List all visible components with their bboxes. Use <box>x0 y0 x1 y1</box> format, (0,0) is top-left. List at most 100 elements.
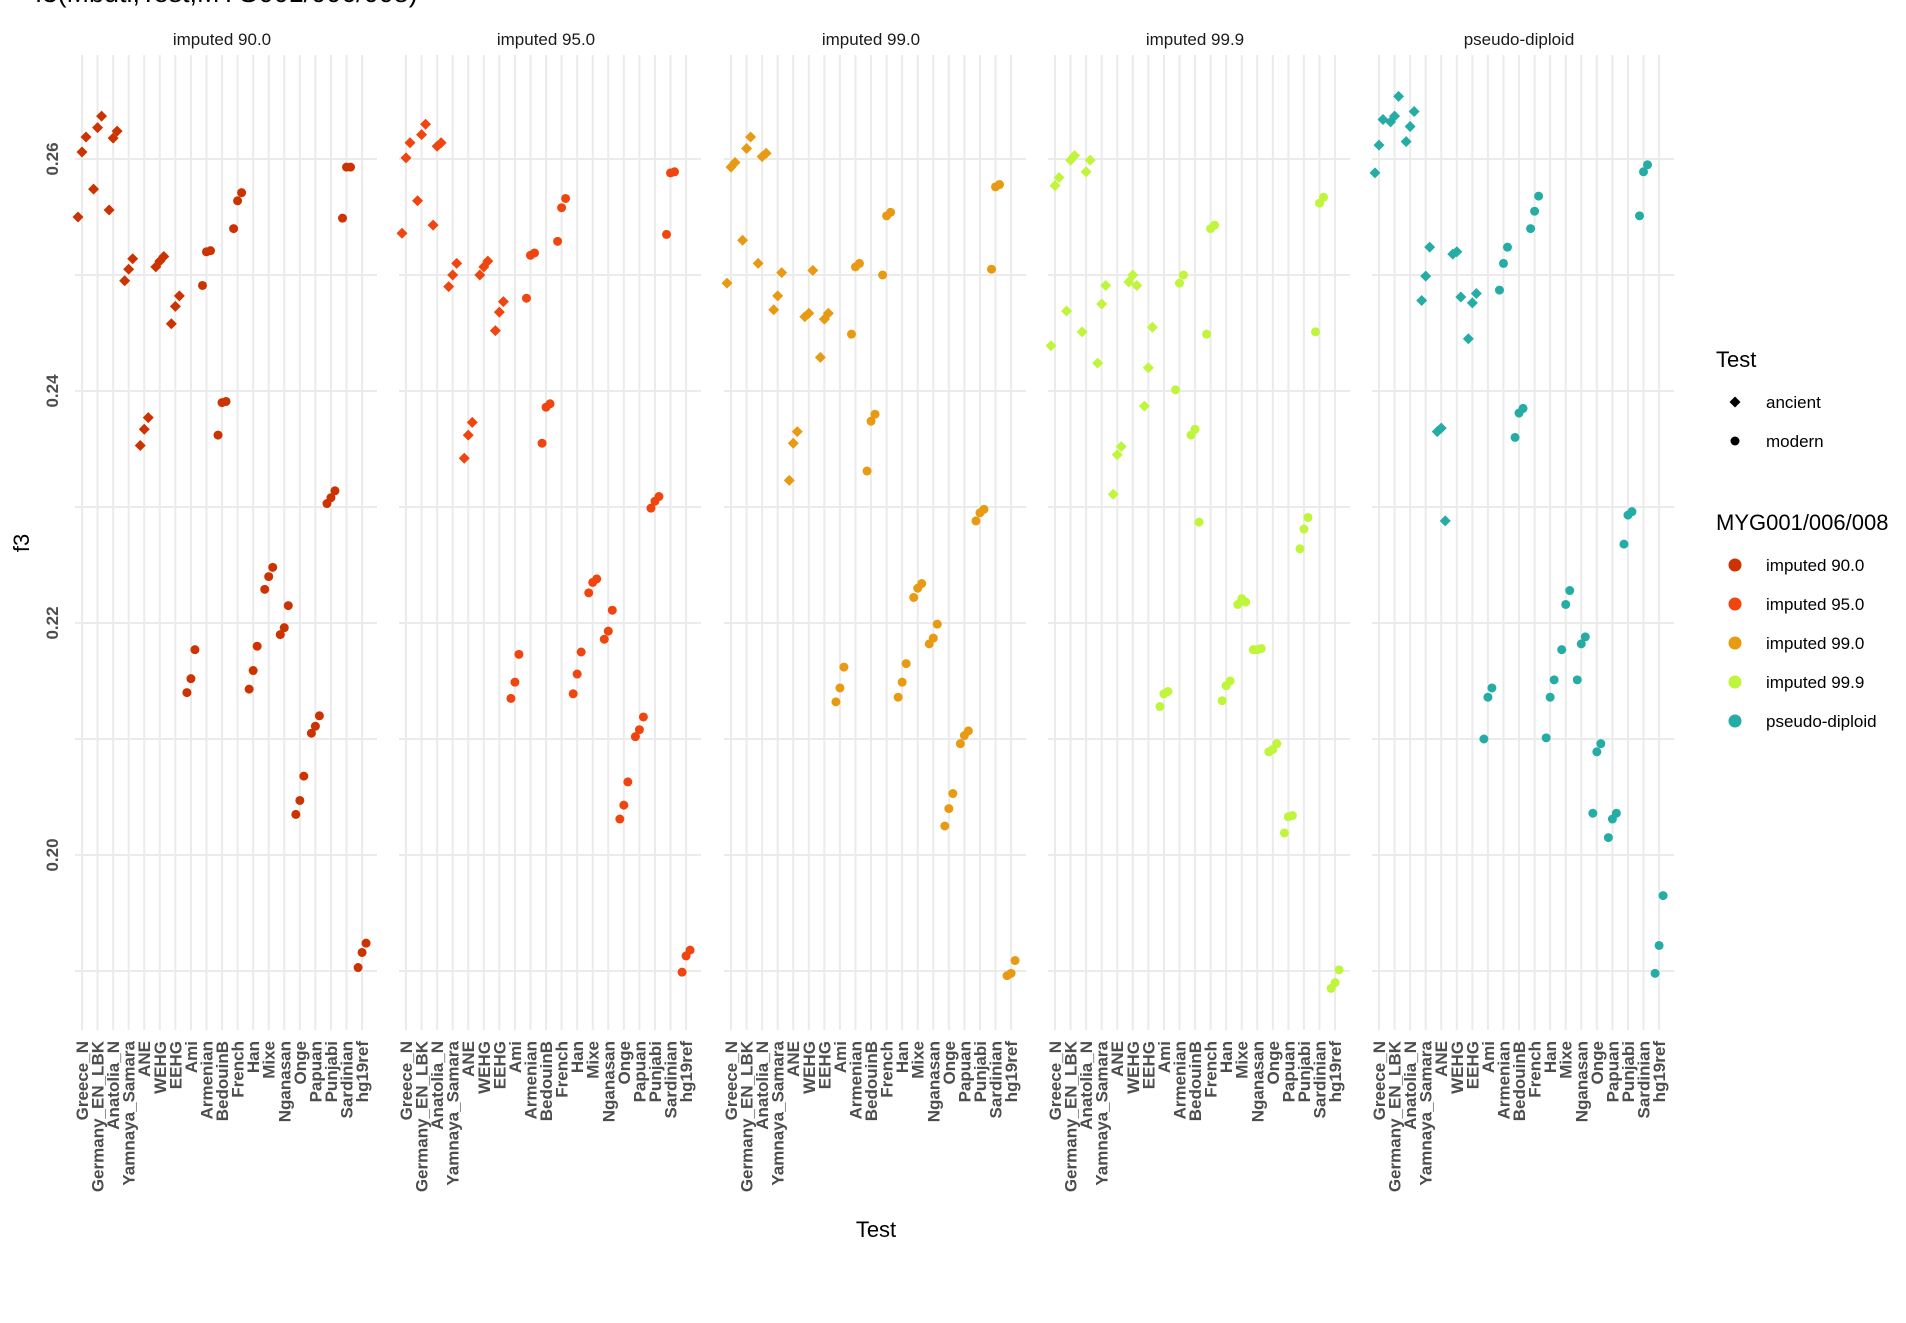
y-tick-label: 0.20 <box>43 838 62 871</box>
x-tick-label: hg19ref <box>1326 1041 1345 1103</box>
data-point-modern <box>685 945 695 955</box>
data-point-modern <box>623 777 633 787</box>
x-tick-label: Anatolia_N <box>104 1041 123 1130</box>
data-point-modern <box>1272 739 1282 749</box>
data-point-modern <box>529 248 539 258</box>
data-point-modern <box>654 492 664 502</box>
data-point-modern <box>268 562 278 572</box>
data-point-ancient <box>752 257 764 269</box>
x-tick-label: BedouinB <box>1186 1041 1205 1121</box>
data-point-modern <box>237 188 247 198</box>
data-point-modern <box>1174 278 1184 288</box>
data-point-modern <box>205 246 215 256</box>
data-point-modern <box>831 697 841 707</box>
data-point-modern <box>932 619 942 629</box>
x-tick-label: BedouinB <box>213 1041 232 1121</box>
data-point-modern <box>275 630 285 640</box>
data-point-ancient <box>447 269 459 281</box>
data-point-modern <box>870 409 880 419</box>
x-tick-label: Greece_N <box>397 1041 416 1120</box>
data-point-ancient <box>451 257 463 269</box>
data-point-modern <box>987 264 997 274</box>
x-tick-label: Germany_EN_LBK <box>1386 1040 1405 1192</box>
facet-strip-label: imputed 90.0 <box>173 30 271 49</box>
data-point-ancient <box>127 253 139 265</box>
data-point-ancient <box>400 152 412 164</box>
x-tick-label: EEHG <box>1463 1041 1482 1089</box>
data-point-modern <box>197 280 207 290</box>
legend-label: imputed 95.0 <box>1766 595 1864 614</box>
data-point-modern <box>615 814 625 824</box>
data-point-modern <box>346 162 356 172</box>
legend-key-color <box>1728 597 1742 611</box>
data-point-modern <box>886 207 896 217</box>
x-tick-label: Armenian <box>1494 1041 1513 1119</box>
data-point-modern <box>862 466 872 476</box>
data-point-modern <box>1561 599 1571 609</box>
data-point-modern <box>1510 432 1520 442</box>
x-tick-label: Onge <box>1264 1041 1283 1084</box>
y-tick-label: 0.26 <box>43 142 62 175</box>
data-point-modern <box>1487 683 1497 693</box>
data-point-ancient <box>721 277 733 289</box>
data-point-modern <box>677 967 687 977</box>
x-tick-label: Yamnaya_Samara <box>444 1040 463 1185</box>
data-point-modern <box>1658 891 1668 901</box>
x-tick-label: Armenian <box>197 1041 216 1119</box>
x-tick-label: Anatolia_N <box>1401 1041 1420 1130</box>
data-point-modern <box>361 938 371 948</box>
data-point-ancient <box>92 122 104 134</box>
x-tick-label: Onge <box>940 1041 959 1084</box>
data-point-modern <box>630 732 640 742</box>
legend-label: modern <box>1766 432 1824 451</box>
data-point-modern <box>1210 220 1220 230</box>
data-point-modern <box>1541 733 1551 743</box>
data-point-modern <box>229 224 239 234</box>
x-tick-label: BedouinB <box>1510 1041 1529 1121</box>
data-point-modern <box>909 592 919 602</box>
data-point-modern <box>1155 702 1165 712</box>
data-point-ancient <box>1053 172 1065 184</box>
data-point-modern <box>897 677 907 687</box>
data-point-ancient <box>1420 270 1432 282</box>
x-tick-label: Han <box>893 1041 912 1073</box>
x-tick-label: Germany_EN_LBK <box>738 1040 757 1192</box>
x-tick-label: Papuan <box>1603 1041 1622 1102</box>
data-point-modern <box>310 721 320 731</box>
data-point-ancient <box>741 143 753 155</box>
data-point-modern <box>1010 956 1020 966</box>
data-point-modern <box>221 396 231 406</box>
x-tick-label: Mixe <box>1233 1041 1252 1079</box>
x-tick-label: Punjabi <box>971 1041 990 1102</box>
x-tick-label: WEHG <box>151 1041 170 1094</box>
data-point-modern <box>252 641 262 651</box>
facet-strip-label: imputed 95.0 <box>497 30 595 49</box>
x-tick-label: ANE <box>1108 1041 1127 1077</box>
x-tick-label: Papuan <box>306 1041 325 1102</box>
x-tick-label: Yamnaya_Samara <box>769 1040 788 1185</box>
data-point-modern <box>670 167 680 177</box>
data-point-modern <box>1303 512 1313 522</box>
x-tick-label: hg19ref <box>1002 1041 1021 1103</box>
data-point-ancient <box>1470 288 1482 300</box>
legend-label: imputed 90.0 <box>1766 556 1864 575</box>
data-point-modern <box>917 579 927 589</box>
data-point-ancient <box>1408 105 1420 117</box>
data-point-modern <box>1170 385 1180 395</box>
data-point-ancient <box>1138 400 1150 412</box>
data-point-modern <box>592 574 602 584</box>
x-tick-label: Punjabi <box>646 1041 665 1102</box>
x-tick-label: Anatolia_N <box>753 1041 772 1130</box>
data-point-ancient <box>412 195 424 207</box>
x-tick-label: Han <box>244 1041 263 1073</box>
data-point-modern <box>357 947 367 957</box>
legend-label: imputed 99.9 <box>1766 673 1864 692</box>
data-point-ancient <box>1127 269 1139 281</box>
x-tick-label: BedouinB <box>862 1041 881 1121</box>
data-point-ancient <box>154 255 166 267</box>
data-point-ancient <box>1142 362 1154 374</box>
data-point-ancient <box>760 147 772 159</box>
x-tick-label: Han <box>1541 1041 1560 1073</box>
data-point-modern <box>514 649 524 659</box>
